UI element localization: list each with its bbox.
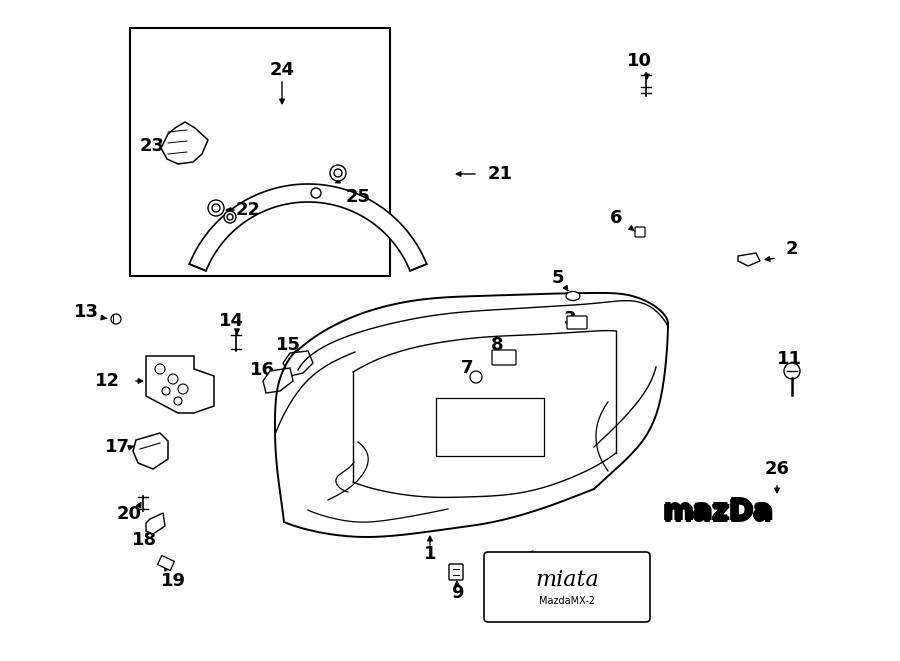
Text: 25: 25 xyxy=(346,188,371,206)
Ellipse shape xyxy=(566,292,580,301)
Circle shape xyxy=(311,188,321,198)
Circle shape xyxy=(155,364,165,374)
Text: 15: 15 xyxy=(275,336,301,354)
Text: 17: 17 xyxy=(104,438,130,456)
Text: mazDa: mazDa xyxy=(662,498,773,526)
FancyBboxPatch shape xyxy=(635,227,645,237)
Text: 14: 14 xyxy=(219,312,244,330)
Text: 8: 8 xyxy=(491,336,503,354)
Text: 12: 12 xyxy=(94,372,120,390)
Text: 11: 11 xyxy=(777,350,802,368)
Text: mazDa: mazDa xyxy=(664,498,775,526)
Text: 20: 20 xyxy=(116,505,141,523)
Circle shape xyxy=(162,387,170,395)
Polygon shape xyxy=(283,351,313,376)
Circle shape xyxy=(111,314,121,324)
Polygon shape xyxy=(161,122,208,164)
Text: mazDa: mazDa xyxy=(662,498,772,526)
Text: 22: 22 xyxy=(236,201,260,219)
Polygon shape xyxy=(738,253,760,266)
Circle shape xyxy=(224,211,236,223)
Text: mazDa: mazDa xyxy=(662,497,773,525)
FancyBboxPatch shape xyxy=(492,350,516,365)
Polygon shape xyxy=(263,368,293,393)
Text: mazDa: mazDa xyxy=(664,498,774,526)
Text: mazDa: mazDa xyxy=(662,499,773,527)
Text: 19: 19 xyxy=(160,572,185,590)
Text: 13: 13 xyxy=(74,303,98,321)
Text: mazDa: mazDa xyxy=(662,498,772,526)
Text: 2: 2 xyxy=(786,240,798,258)
Text: 9: 9 xyxy=(451,584,464,602)
FancyBboxPatch shape xyxy=(449,564,463,580)
Circle shape xyxy=(178,384,188,394)
Polygon shape xyxy=(146,356,214,413)
Text: 16: 16 xyxy=(249,361,274,379)
Circle shape xyxy=(334,169,342,177)
Circle shape xyxy=(470,371,482,383)
Circle shape xyxy=(330,165,346,181)
Text: 4: 4 xyxy=(521,569,533,587)
Text: 3: 3 xyxy=(563,310,576,328)
Polygon shape xyxy=(146,513,165,534)
Circle shape xyxy=(784,363,800,379)
Polygon shape xyxy=(133,433,168,469)
Text: MazdaMX-2: MazdaMX-2 xyxy=(539,596,595,605)
Text: 21: 21 xyxy=(488,165,512,183)
Text: 27: 27 xyxy=(526,592,552,610)
Circle shape xyxy=(168,374,178,384)
Text: 7: 7 xyxy=(461,359,473,377)
Text: 23: 23 xyxy=(140,137,165,155)
Text: 24: 24 xyxy=(269,61,294,79)
Polygon shape xyxy=(189,184,427,271)
Polygon shape xyxy=(518,551,536,571)
Text: 1: 1 xyxy=(424,545,436,563)
Bar xyxy=(130,28,390,276)
FancyBboxPatch shape xyxy=(567,316,587,329)
Circle shape xyxy=(227,214,233,220)
Circle shape xyxy=(212,204,220,212)
Text: 18: 18 xyxy=(132,531,157,549)
Text: mazDa: mazDa xyxy=(662,496,773,524)
Text: 6: 6 xyxy=(610,209,622,227)
Polygon shape xyxy=(158,555,175,570)
Text: 26: 26 xyxy=(764,460,789,478)
Text: mazDa: mazDa xyxy=(662,500,773,527)
Text: miata: miata xyxy=(536,568,598,590)
FancyBboxPatch shape xyxy=(484,552,650,622)
Circle shape xyxy=(174,397,182,405)
Text: 10: 10 xyxy=(626,52,652,70)
Circle shape xyxy=(208,200,224,216)
Text: 5: 5 xyxy=(552,269,564,287)
